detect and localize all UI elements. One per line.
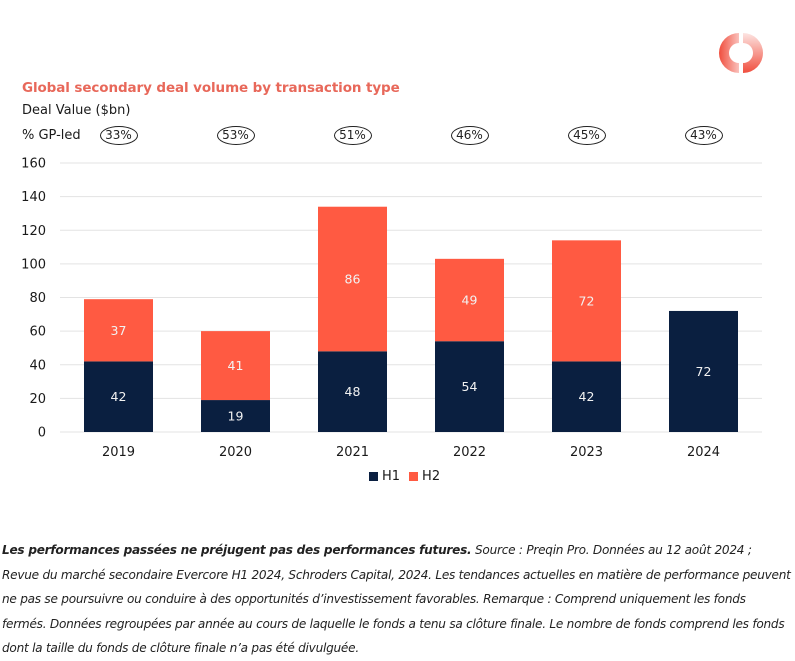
y-tick-label: 120: [21, 224, 46, 239]
bar-h1-2021: [318, 351, 387, 432]
x-tick-label: 2020: [219, 445, 252, 460]
bar-h2-2023: [552, 240, 621, 362]
y-tick-label: 140: [21, 190, 46, 205]
data-label: 54: [462, 379, 478, 394]
gp-led-percent-badge: 51%: [333, 126, 372, 145]
y-tick-label: 60: [29, 325, 46, 340]
x-tick-label: 2021: [336, 445, 369, 460]
gp-led-percent-badge: 46%: [450, 126, 489, 145]
legend-swatch-h2: [409, 472, 419, 481]
x-tick-label: 2024: [687, 445, 720, 460]
y-tick-label: 20: [29, 392, 46, 407]
y-axis-label: Deal Value ($bn): [22, 103, 131, 118]
disclaimer-text: Source : Preqin Pro. Données au 12 août …: [2, 543, 791, 655]
x-tick-label: 2019: [102, 445, 135, 460]
y-tick-label: 100: [21, 257, 46, 272]
y-tick-label: 160: [21, 157, 46, 172]
data-label: 86: [345, 272, 361, 287]
bar-h1-2024: [669, 310, 738, 432]
data-label: 49: [462, 293, 478, 308]
chart-legend: H1 H2: [369, 469, 440, 484]
bar-h2-2022: [435, 258, 504, 342]
data-label: 19: [228, 409, 244, 424]
x-tick-label: 2022: [453, 445, 486, 460]
legend-label-h2: H2: [422, 469, 441, 484]
y-tick-label: 0: [38, 426, 46, 441]
data-label: 72: [696, 364, 712, 379]
x-tick-label: 2023: [570, 445, 603, 460]
brand-logo-icon: [719, 33, 763, 73]
y-tick-label: 80: [29, 291, 46, 306]
gp-led-percent-badge: 53%: [216, 126, 255, 145]
y-tick-label: 40: [29, 358, 46, 373]
data-label: 42: [111, 389, 127, 404]
bar-h1-2020: [201, 400, 270, 432]
chart-title: Global secondary deal volume by transact…: [22, 80, 400, 96]
bar-h1-2019: [84, 361, 153, 432]
data-label: 48: [345, 384, 361, 399]
bar-h2-2021: [318, 206, 387, 352]
legend-swatch-h1: [369, 472, 378, 481]
disclaimer-footnote: Les performances passées ne préjugent pa…: [2, 538, 792, 661]
data-label: 37: [111, 323, 127, 338]
bar-h1-2023: [552, 361, 621, 432]
gp-led-label: % GP-led: [22, 128, 81, 143]
gp-led-percent-badge: 45%: [567, 126, 606, 145]
bar-h2-2020: [201, 331, 270, 401]
data-label: 42: [579, 389, 595, 404]
data-label: 41: [228, 358, 244, 373]
gp-led-percent-badge: 33%: [99, 126, 138, 145]
data-label: 72: [579, 293, 595, 308]
disclaimer-bold: Les performances passées ne préjugent pa…: [2, 543, 472, 557]
stacked-bar-chart: 0 20 40 60 80 100 120 140 160 42 37 2019 19 41 2020 48 8…: [21, 157, 762, 460]
gp-led-percent-badge: 43%: [684, 126, 723, 145]
legend-label-h1: H1: [382, 469, 401, 484]
bar-h2-2019: [84, 299, 153, 362]
bar-h1-2022: [435, 341, 504, 432]
